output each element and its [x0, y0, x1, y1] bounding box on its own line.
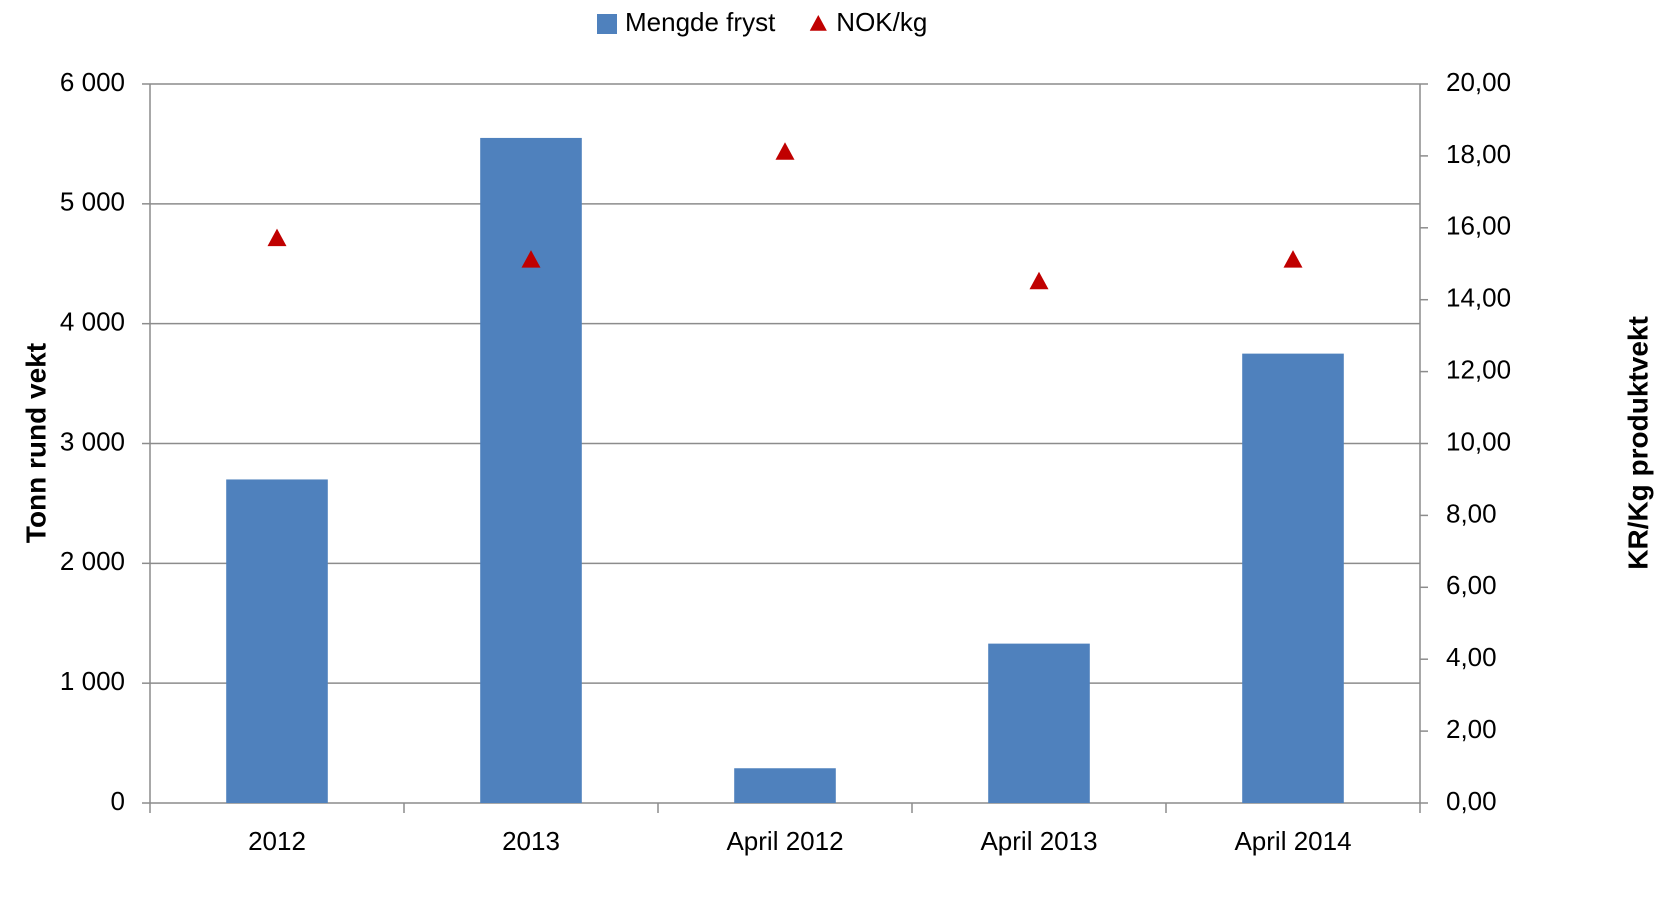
x-tick-label: April 2013 [980, 826, 1097, 856]
y-tick-label: 0 [111, 786, 125, 816]
marker [1283, 250, 1303, 268]
y-tick-label: 2 000 [60, 546, 125, 576]
y2-tick-label: 0,00 [1446, 786, 1497, 816]
bar [1242, 353, 1344, 803]
x-tick-label: April 2014 [1234, 826, 1351, 856]
y2-tick-label: 10,00 [1446, 426, 1511, 456]
legend-swatch [597, 14, 617, 34]
marker [521, 250, 541, 268]
y-tick-label: 1 000 [60, 666, 125, 696]
bar [988, 643, 1090, 803]
y2-tick-label: 14,00 [1446, 283, 1511, 313]
y2-tick-label: 4,00 [1446, 642, 1497, 672]
y2-tick-label: 2,00 [1446, 714, 1497, 744]
y-tick-label: 5 000 [60, 187, 125, 217]
bar [480, 137, 582, 804]
y2-tick-label: 20,00 [1446, 67, 1511, 97]
marker [1029, 271, 1049, 290]
y-tick-label: 4 000 [60, 307, 125, 337]
legend-label: Mengde fryst [625, 7, 776, 37]
y2-tick-label: 8,00 [1446, 498, 1497, 528]
bar [226, 479, 328, 803]
y2-tick-label: 12,00 [1446, 354, 1511, 384]
y-tick-label: 6 000 [60, 67, 125, 97]
bar [734, 768, 836, 803]
y2-tick-label: 16,00 [1446, 211, 1511, 241]
x-tick-label: April 2012 [726, 826, 843, 856]
marker [775, 142, 795, 160]
y-tick-label: 3 000 [60, 426, 125, 456]
legend-label: NOK/kg [836, 7, 927, 37]
y2-tick-label: 18,00 [1446, 139, 1511, 169]
x-tick-label: 2013 [502, 826, 560, 856]
legend-swatch [809, 15, 827, 31]
y2-tick-label: 6,00 [1446, 570, 1497, 600]
marker [267, 228, 287, 247]
y-axis-title: Tonn rund vekt [20, 343, 51, 543]
y2-axis-title: KR/Kg produktvekt [1622, 316, 1653, 570]
x-tick-label: 2012 [248, 826, 306, 856]
